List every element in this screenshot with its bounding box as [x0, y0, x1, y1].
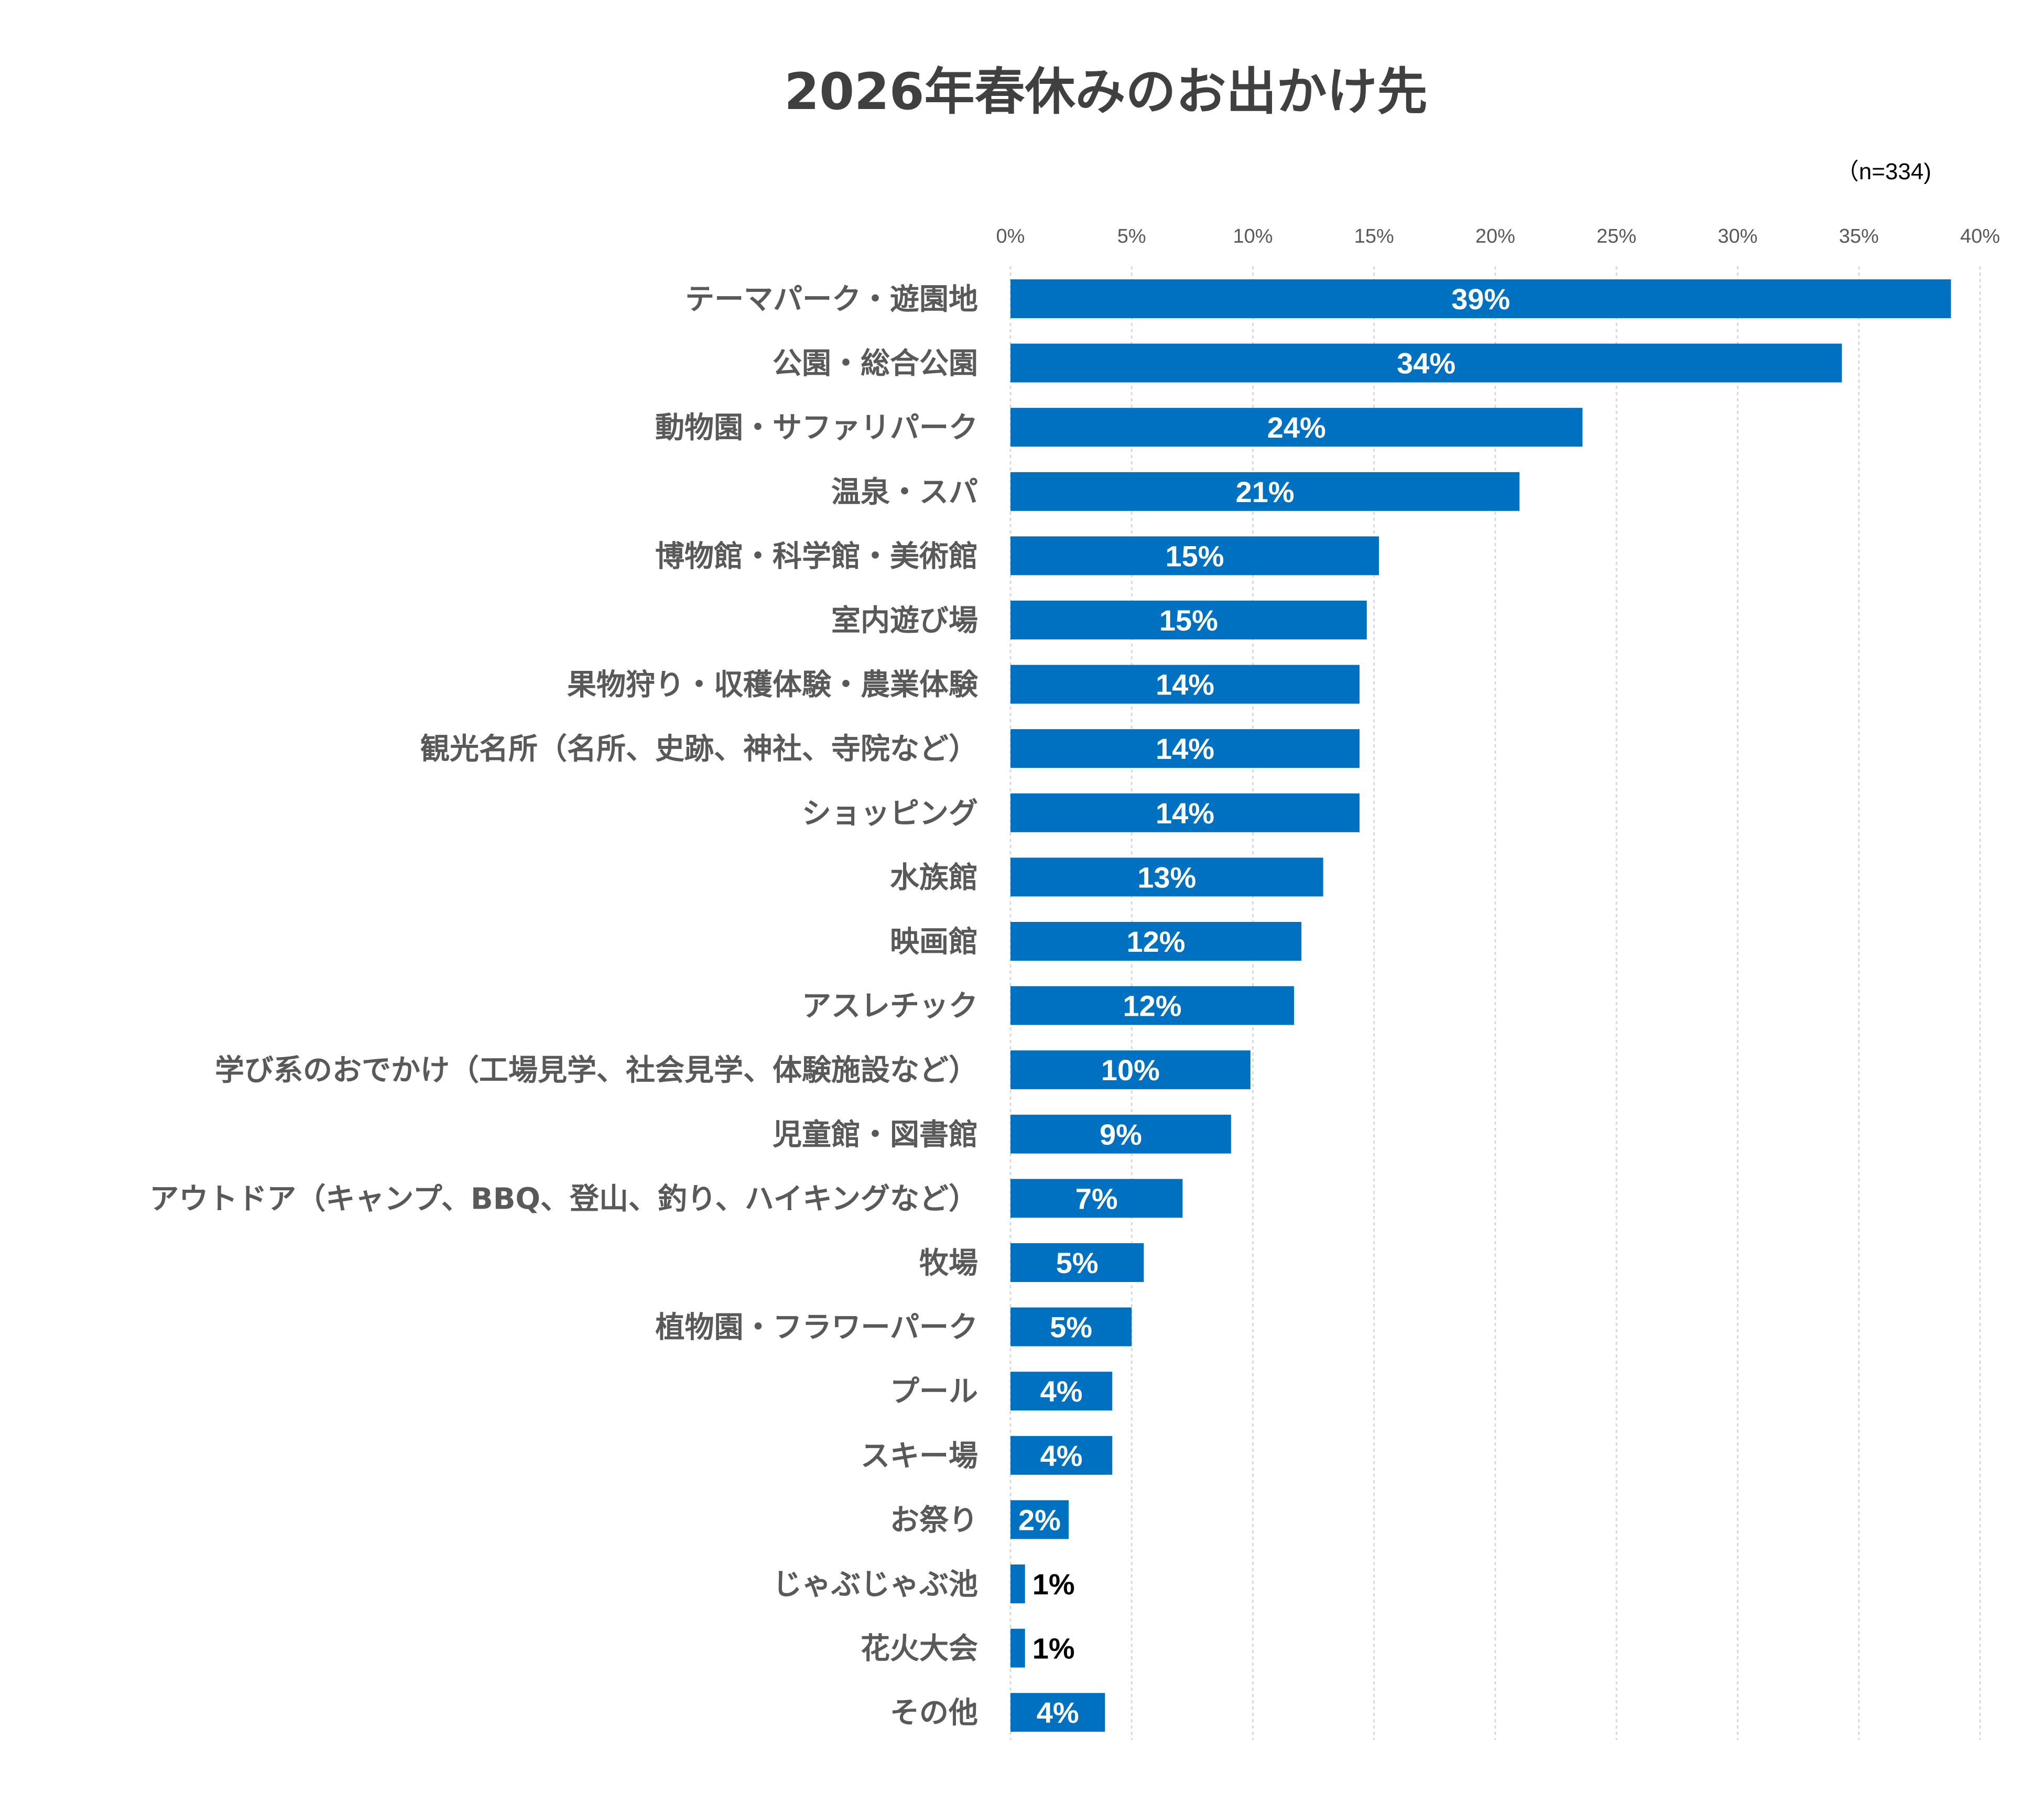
x-tick-label: 25%: [1596, 225, 1636, 247]
category-label: 博物館・科学館・美術館: [655, 539, 978, 573]
bar: [1010, 343, 1842, 383]
value-label: 4%: [1040, 1375, 1083, 1408]
value-label: 12%: [1126, 925, 1185, 958]
bars: [1010, 279, 1951, 1732]
value-label: 2%: [1018, 1503, 1061, 1536]
value-label: 4%: [1037, 1696, 1079, 1729]
category-label: アウトドア（キャンプ、BBQ、登山、釣り、ハイキングなど）: [149, 1182, 978, 1216]
category-label: スキー場: [861, 1439, 978, 1473]
bar: [1010, 408, 1583, 447]
value-label: 5%: [1056, 1246, 1099, 1279]
value-label: 14%: [1156, 668, 1214, 701]
x-axis-ticks: 0% 5% 10% 15% 20% 25% 30% 35% 40%: [996, 225, 2000, 247]
value-label: 15%: [1165, 539, 1224, 572]
category-label: 映画館: [890, 925, 978, 959]
x-tick-label: 5%: [1117, 225, 1146, 247]
bar: [1010, 793, 1360, 832]
category-label: 果物狩り・収穫体験・農業体験: [567, 668, 978, 702]
bar: [1010, 601, 1367, 639]
bar: [1010, 1564, 1025, 1603]
value-label: 24%: [1267, 411, 1326, 444]
category-label: じゃぶじゃぶ池: [773, 1568, 978, 1602]
category-label: 温泉・スパ: [831, 475, 978, 509]
bar: [1010, 986, 1295, 1025]
bar: [1010, 472, 1520, 511]
value-label: 10%: [1101, 1053, 1160, 1086]
bar: [1010, 536, 1379, 575]
bar: [1010, 1307, 1132, 1346]
category-label: 植物園・フラワーパーク: [656, 1311, 978, 1345]
bar: [1010, 1050, 1251, 1090]
bar: [1010, 1243, 1144, 1282]
sample-size-note: （n=334): [1836, 159, 1931, 184]
category-label: 学び系のおでかけ（工場見学、社会見学、体験施設など）: [215, 1053, 978, 1088]
value-label: 5%: [1050, 1311, 1092, 1344]
bar: [1010, 1372, 1113, 1411]
bar: [1010, 665, 1360, 704]
category-label: テーマパーク・遊園地: [685, 282, 978, 317]
value-label: 39%: [1451, 282, 1510, 316]
value-label: 1%: [1032, 1632, 1075, 1665]
value-label: 34%: [1397, 347, 1455, 380]
value-label: 7%: [1075, 1182, 1118, 1215]
bar: [1010, 1628, 1025, 1668]
x-tick-label: 35%: [1839, 225, 1879, 247]
x-tick-label: 10%: [1233, 225, 1273, 247]
category-label: 観光名所（名所、史跡、神社、寺院など）: [420, 732, 978, 766]
bar: [1010, 279, 1951, 318]
x-tick-label: 20%: [1475, 225, 1515, 247]
bar: [1010, 1500, 1069, 1539]
gridlines: [1009, 266, 1981, 1740]
category-label: その他: [890, 1696, 978, 1730]
category-label: アスレチック: [802, 990, 978, 1024]
value-label: 13%: [1137, 861, 1196, 894]
value-label: 21%: [1236, 475, 1295, 508]
value-label: 4%: [1040, 1439, 1083, 1472]
chart-title: 2026年春休みのお出かけ先: [784, 62, 1427, 121]
category-label: お祭り: [890, 1503, 978, 1537]
category-label: 水族館: [890, 861, 978, 895]
bar: [1010, 1179, 1183, 1218]
value-label: 14%: [1156, 732, 1214, 765]
bar: [1010, 1436, 1113, 1475]
value-label: 14%: [1156, 797, 1214, 830]
x-tick-label: 0%: [996, 225, 1025, 247]
value-label: 9%: [1100, 1118, 1142, 1151]
value-label: 12%: [1123, 990, 1182, 1023]
category-label: プール: [890, 1375, 978, 1409]
category-label: 室内遊び場: [831, 604, 978, 638]
x-tick-label: 30%: [1717, 225, 1757, 247]
category-label: ショッピング: [802, 797, 978, 831]
category-label: 花火大会: [861, 1632, 978, 1666]
category-label: 公園・総合公園: [773, 347, 978, 381]
bar: [1010, 729, 1360, 768]
value-labels: 39% 34% 24% 21% 15% 15% 14% 14% 14% 13% 12% 12% 10% 9…: [1018, 282, 1510, 1729]
bar: [1010, 1693, 1105, 1732]
bar: [1010, 922, 1301, 961]
category-label: 動物園・サファリパーク: [655, 411, 978, 445]
x-tick-label: 40%: [1960, 225, 2000, 247]
category-label: 牧場: [919, 1246, 978, 1280]
category-labels: テーマパーク・遊園地公園・総合公園動物園・サファリパーク温泉・スパ博物館・科学館…: [149, 282, 978, 1730]
bar: [1010, 857, 1323, 897]
value-label: 15%: [1159, 604, 1218, 637]
category-label: 児童館・図書館: [773, 1118, 978, 1152]
value-label: 1%: [1032, 1568, 1075, 1601]
x-tick-label: 15%: [1354, 225, 1394, 247]
bar: [1010, 1114, 1231, 1154]
